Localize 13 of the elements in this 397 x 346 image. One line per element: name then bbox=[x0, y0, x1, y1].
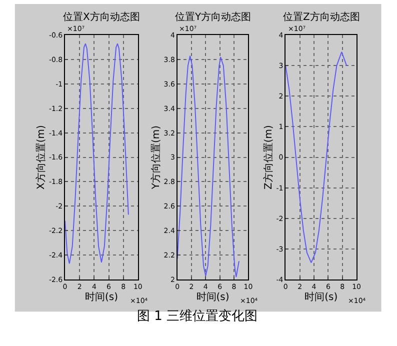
line-series bbox=[286, 51, 348, 264]
x-axis-title: 时间(s) bbox=[84, 290, 118, 303]
x-axis-title: 时间(s) bbox=[304, 290, 338, 303]
chart-title: 位置X方向动态图 bbox=[63, 11, 140, 23]
x-axis-title: 时间(s) bbox=[196, 290, 230, 303]
chart-title: 位置Y方向动态图 bbox=[175, 11, 252, 23]
chart-title: 位置Z方向动态图 bbox=[283, 11, 360, 23]
y-axis-title: Y方向位置(m) bbox=[150, 125, 162, 190]
text: 图 1 三维位置变化图 bbox=[137, 309, 258, 324]
y-axis-title: Z方向位置(m) bbox=[262, 124, 274, 190]
line-series bbox=[65, 43, 129, 264]
y-axis-title: X方向位置(m) bbox=[34, 124, 47, 190]
line-series bbox=[177, 55, 240, 278]
